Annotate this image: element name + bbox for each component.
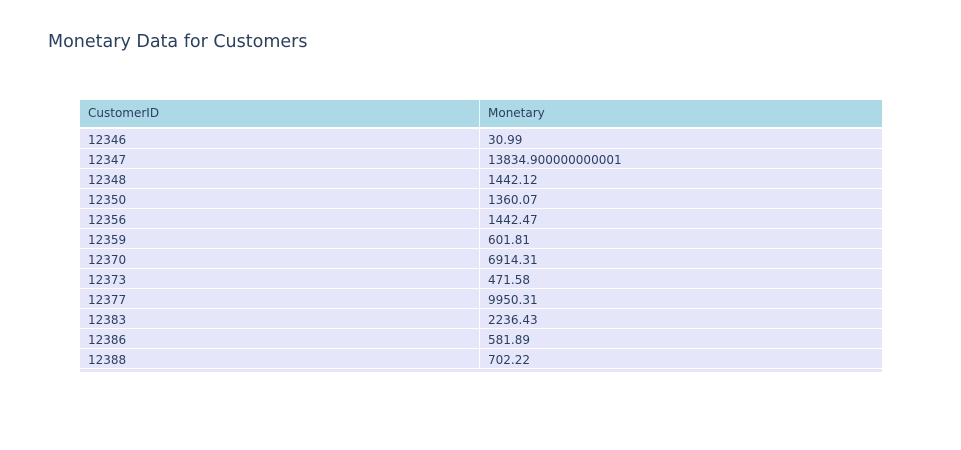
cell-customerid: 12386 bbox=[80, 328, 480, 348]
table-row: 12370 6914.31 bbox=[80, 248, 882, 268]
table-row: 12347 13834.900000000001 bbox=[80, 148, 882, 168]
cell-customerid: 12356 bbox=[80, 208, 480, 228]
cell-monetary: 2236.43 bbox=[480, 308, 882, 328]
column-header-monetary: Monetary bbox=[480, 100, 882, 128]
table-row: 12377 9950.31 bbox=[80, 288, 882, 308]
table-row: 12383 2236.43 bbox=[80, 308, 882, 328]
table-row: 12350 1360.07 bbox=[80, 188, 882, 208]
cell-customerid: 12347 bbox=[80, 148, 480, 168]
cell-monetary: 6914.31 bbox=[480, 248, 882, 268]
cell-customerid: 12373 bbox=[80, 268, 480, 288]
cell-monetary: 30.99 bbox=[480, 128, 882, 148]
cell-monetary: 581.89 bbox=[480, 328, 882, 348]
cell-monetary: 1442.12 bbox=[480, 168, 882, 188]
cell-customerid: 12383 bbox=[80, 308, 480, 328]
table-row: 12356 1442.47 bbox=[80, 208, 882, 228]
table-body: 12346 30.99 12347 13834.900000000001 12348 14… bbox=[80, 128, 882, 368]
table-row: 12348 1442.12 bbox=[80, 168, 882, 188]
cell-customerid: 12350 bbox=[80, 188, 480, 208]
cell-monetary: 13834.900000000001 bbox=[480, 148, 882, 168]
table-row: 12388 702.22 bbox=[80, 348, 882, 368]
cell-monetary: 702.22 bbox=[480, 348, 882, 368]
cell-monetary: 601.81 bbox=[480, 228, 882, 248]
table-row: 12373 471.58 bbox=[80, 268, 882, 288]
cell-monetary: 1360.07 bbox=[480, 188, 882, 208]
cell-customerid: 12370 bbox=[80, 248, 480, 268]
cell-monetary: 9950.31 bbox=[480, 288, 882, 308]
table-header-row: CustomerID Monetary bbox=[80, 100, 882, 128]
cell-customerid: 12388 bbox=[80, 348, 480, 368]
data-table: CustomerID Monetary 12346 30.99 12347 13834… bbox=[80, 100, 882, 372]
cell-monetary: 1442.47 bbox=[480, 208, 882, 228]
cell-monetary: 471.58 bbox=[480, 268, 882, 288]
table-row: 12386 581.89 bbox=[80, 328, 882, 348]
table-scroll-edge bbox=[80, 368, 882, 372]
cell-customerid: 12346 bbox=[80, 128, 480, 148]
cell-customerid: 12377 bbox=[80, 288, 480, 308]
cell-customerid: 12359 bbox=[80, 228, 480, 248]
column-header-customerid: CustomerID bbox=[80, 100, 480, 128]
cell-customerid: 12348 bbox=[80, 168, 480, 188]
table-row: 12359 601.81 bbox=[80, 228, 882, 248]
page-title: Monetary Data for Customers bbox=[48, 32, 308, 52]
table-row: 12346 30.99 bbox=[80, 128, 882, 148]
